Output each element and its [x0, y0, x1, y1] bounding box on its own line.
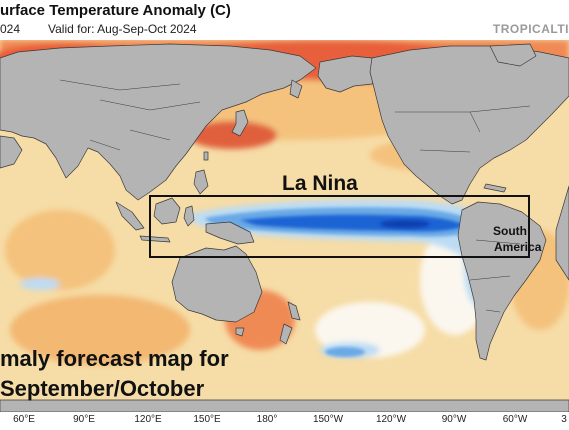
border-lines-north-america — [395, 105, 531, 153]
lon-label-60e: 60°E — [13, 414, 35, 425]
run-date-fragment: 024 — [0, 22, 21, 36]
caption-line-2: September/October — [0, 376, 205, 401]
lon-label-120e: 120°E — [134, 414, 162, 425]
arabia-indian-subcontinent — [0, 135, 23, 169]
africa-edge — [555, 185, 569, 281]
south-america — [457, 201, 547, 361]
caption-line-1: maly forecast map for — [0, 346, 229, 371]
country-borders — [59, 79, 531, 313]
longitude-axis: 60°E 90°E 120°E 150°E 180° 150°W 120°W 9… — [0, 412, 569, 430]
lon-label-150e: 150°E — [193, 414, 221, 425]
greenland — [489, 43, 537, 67]
north-america — [369, 45, 569, 205]
la-nina-cold-tongue — [185, 199, 493, 357]
lon-label-90e: 90°E — [73, 414, 95, 425]
lon-label-90w: 90°W — [441, 414, 467, 425]
lon-label-partial: 3 — [561, 414, 567, 425]
philippines — [193, 169, 209, 195]
valid-period: Valid for: Aug-Sep-Oct 2024 — [48, 22, 197, 36]
map-title: urface Temperature Anomaly (C) — [0, 2, 231, 19]
southern-ocean-blue — [325, 347, 365, 357]
new-guinea — [205, 221, 255, 245]
sulawesi — [183, 205, 195, 227]
border-lines-south-america — [469, 239, 521, 313]
border-lines-asia — [59, 79, 201, 151]
tasmania — [235, 327, 245, 337]
australia — [171, 245, 263, 323]
la-nina-label: La Nina — [282, 172, 358, 195]
south-america-label-line2: America — [494, 240, 542, 254]
taiwan — [203, 151, 209, 161]
lon-label-150w: 150°W — [312, 414, 344, 425]
kamchatka — [289, 79, 303, 99]
antarctica — [0, 399, 569, 412]
alaska — [317, 55, 381, 93]
java — [139, 235, 171, 243]
new-zealand — [279, 301, 301, 345]
sst-anomaly-map — [0, 40, 569, 412]
cuba — [483, 183, 507, 193]
south-america-label-line1: South — [493, 224, 527, 238]
lon-label-60w: 60°W — [502, 414, 528, 425]
kuroshio-hotspot — [187, 121, 277, 149]
south-indian-cool — [20, 278, 60, 290]
indian-ocean-warm — [5, 210, 115, 290]
la-nina-region-box — [149, 195, 530, 258]
south-indian-warm — [10, 295, 190, 365]
cold-tongue-minimum — [380, 220, 430, 228]
sumatra — [115, 201, 145, 231]
japan — [231, 109, 249, 137]
brand-watermark: TROPICALTI — [492, 22, 569, 36]
lon-label-180: 180° — [256, 414, 278, 425]
lon-label-120w: 120°W — [375, 414, 407, 425]
borneo — [153, 197, 181, 225]
